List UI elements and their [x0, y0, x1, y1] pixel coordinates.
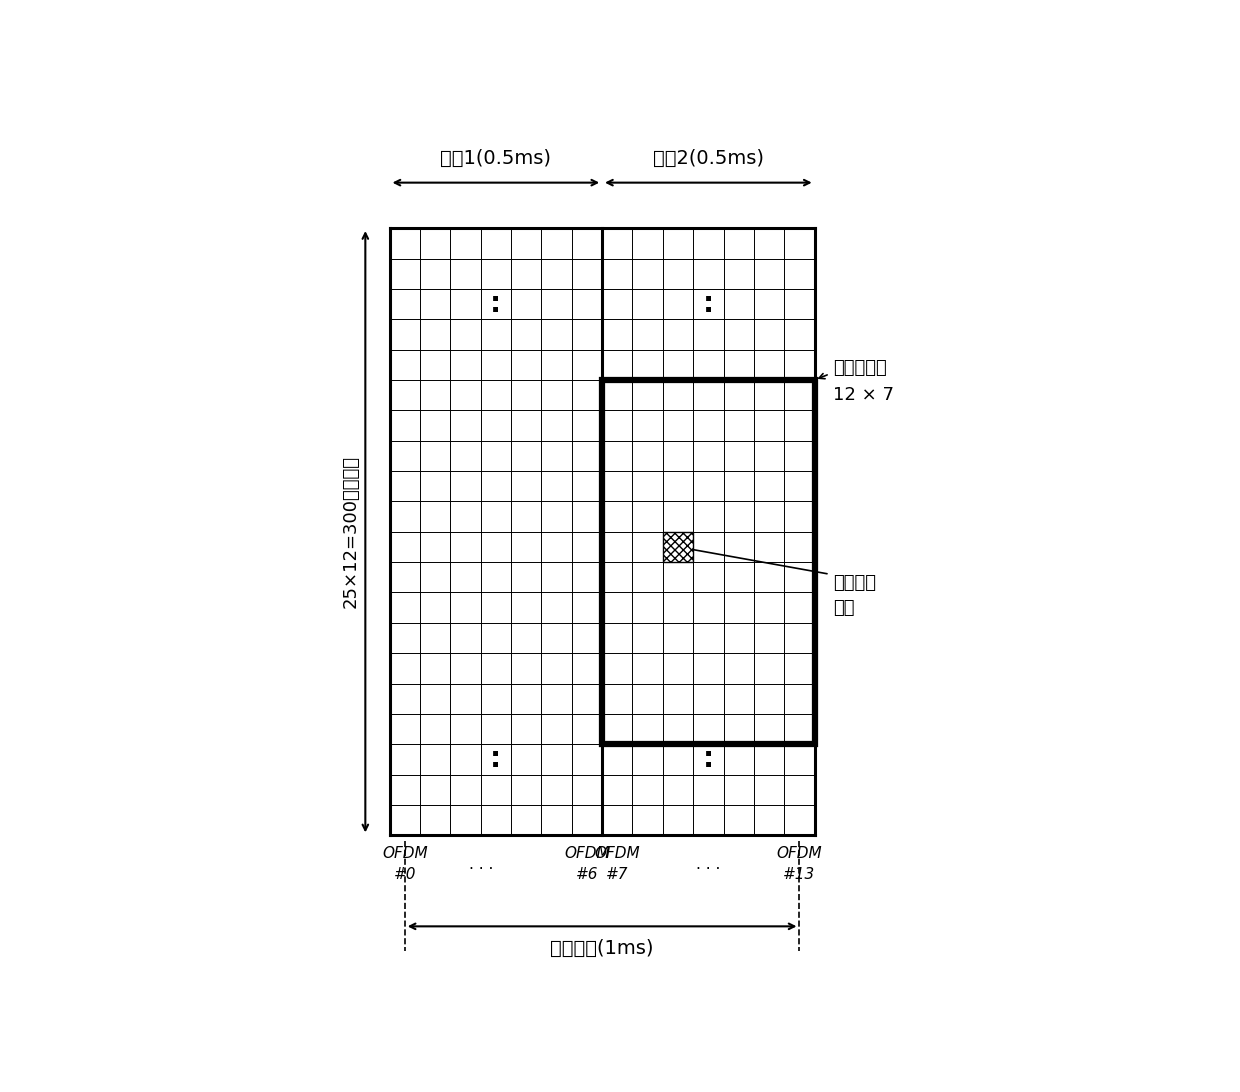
- Text: 25×12=300个子载波: 25×12=300个子载波: [341, 455, 360, 608]
- Text: OFDM: OFDM: [776, 846, 822, 860]
- Text: #0: #0: [393, 867, 417, 882]
- Text: OFDM: OFDM: [594, 846, 640, 860]
- Text: :: :: [703, 746, 714, 773]
- Text: :: :: [703, 290, 714, 318]
- Text: . . .: . . .: [696, 856, 720, 871]
- Text: :: :: [490, 746, 501, 773]
- Text: OFDM: OFDM: [382, 846, 428, 860]
- Text: 一个资源: 一个资源: [833, 574, 875, 592]
- Text: 单元: 单元: [833, 598, 854, 617]
- Bar: [663, 532, 693, 562]
- Text: 一个子帧(1ms): 一个子帧(1ms): [551, 938, 653, 958]
- Text: 时隙2(0.5ms): 时隙2(0.5ms): [652, 149, 764, 167]
- Text: #7: #7: [606, 867, 629, 882]
- Text: 12 × 7: 12 × 7: [833, 387, 894, 404]
- Text: #6: #6: [575, 867, 598, 882]
- Bar: [603, 380, 815, 745]
- Text: :: :: [490, 290, 501, 318]
- Text: OFDM: OFDM: [564, 846, 610, 860]
- Text: . . .: . . .: [469, 856, 492, 871]
- Text: 一个资源块: 一个资源块: [833, 359, 887, 377]
- Text: #13: #13: [784, 867, 816, 882]
- Text: 时隙1(0.5ms): 时隙1(0.5ms): [440, 149, 552, 167]
